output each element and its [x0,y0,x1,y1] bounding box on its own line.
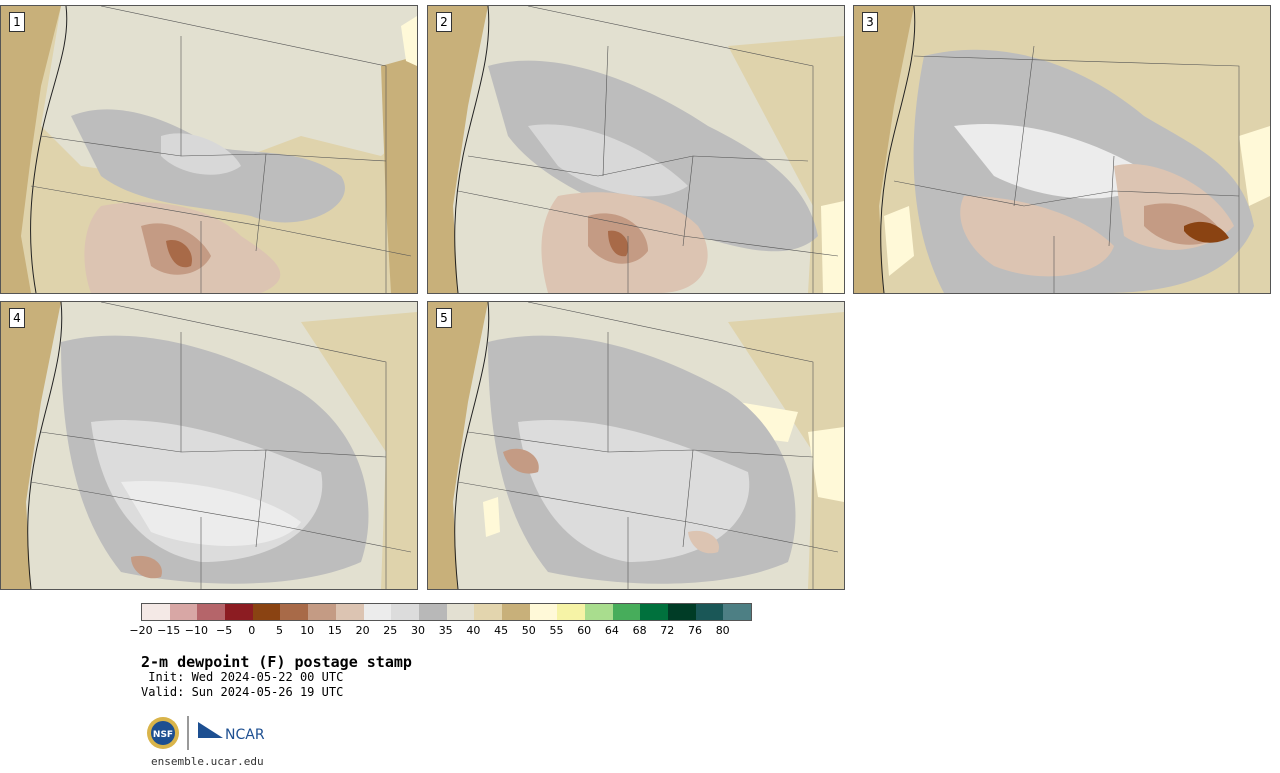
colorbar-tick-label: 30 [411,624,425,637]
colorbar-swatch [668,604,696,620]
colorbar-tick-label: 80 [715,624,730,637]
page-title: 2-m dewpoint (F) postage stamp [141,653,412,671]
colorbar-tick-label: 35 [438,624,453,637]
colorbar-swatch [252,604,281,620]
colorbar-swatch [501,604,530,620]
member-label: 2 [436,12,452,32]
colorbar-tick-label: 25 [383,624,398,637]
colorbar-tick-label: 0 [248,624,256,637]
colorbar-tick-label: −20 [129,624,153,637]
colorbar-swatch [280,604,309,620]
colorbar-tick-label: 64 [604,624,619,637]
member-panel-3: 3 [853,5,1271,294]
colorbar-tick-label: 10 [300,624,315,637]
colorbar-tick-label: 40 [466,624,481,637]
colorbar-tick-label: 55 [549,624,564,637]
colorbar-swatch [142,604,170,620]
colorbar-tick-label: 5 [276,624,283,637]
logos: NSF NCAR [145,714,275,752]
colorbar-ticks: −20 −15 −10 −5 0 5 10 15 20 25 30 35 40 45 50 55 60 64 68 7… [129,624,761,638]
ncar-logo: NCAR [198,722,265,743]
member-label: 5 [436,308,452,328]
colorbar-swatch [695,604,724,620]
colorbar-swatch [557,604,585,620]
colorbar-swatch [446,604,475,620]
member-label: 1 [9,12,25,32]
colorbar-swatch [585,604,613,620]
colorbar-tick-label: 68 [632,624,647,637]
member-label: 3 [862,12,878,32]
colorbar-tick-label: 76 [688,624,702,637]
colorbar-swatch [529,604,558,620]
dewpoint-map-5 [428,302,844,589]
colorbar [141,603,753,621]
colorbar-swatch [225,604,253,620]
dewpoint-map-2 [428,6,844,293]
colorbar-tick-label: 50 [521,624,536,637]
ncar-logo-text: NCAR [225,727,265,743]
colorbar-tick-label: −15 [157,624,181,637]
site-url: ensemble.ucar.edu [151,755,264,768]
colorbar-tick-label: −10 [184,624,208,637]
colorbar-swatch [640,604,669,620]
colorbar-swatch [169,604,198,620]
colorbar-swatch [391,604,419,620]
dewpoint-map-4 [1,302,417,589]
colorbar-tick-label: −5 [215,624,233,637]
nsf-logo: NSF [147,717,179,749]
nsf-ncar-logos: NSF NCAR [147,716,265,750]
nsf-logo-text: NSF [153,730,173,740]
init-time: Init: Wed 2024-05-22 00 UTC [141,670,344,684]
colorbar-swatch [197,604,226,620]
member-panel-5: 5 [427,301,845,590]
member-panel-2: 2 [427,5,845,294]
member-panel-1: 1 [0,5,418,294]
colorbar-swatch [308,604,336,620]
colorbar-swatch [335,604,364,620]
colorbar-tick-label: 60 [577,624,592,637]
valid-time: Valid: Sun 2024-05-26 19 UTC [141,685,344,699]
member-panel-4: 4 [0,301,418,590]
colorbar-tick-label: 20 [355,624,370,637]
dewpoint-map-1 [1,6,417,293]
colorbar-swatch [474,604,502,620]
colorbar-tick-label: 72 [660,624,675,637]
colorbar-swatch [612,604,641,620]
colorbar-swatch [363,604,392,620]
colorbar-swatch [418,604,447,620]
member-label: 4 [9,308,25,328]
dewpoint-map-3 [854,6,1270,293]
colorbar-tick-label: 45 [494,624,509,637]
colorbar-swatch [723,604,752,620]
colorbar-tick-label: 15 [327,624,342,637]
